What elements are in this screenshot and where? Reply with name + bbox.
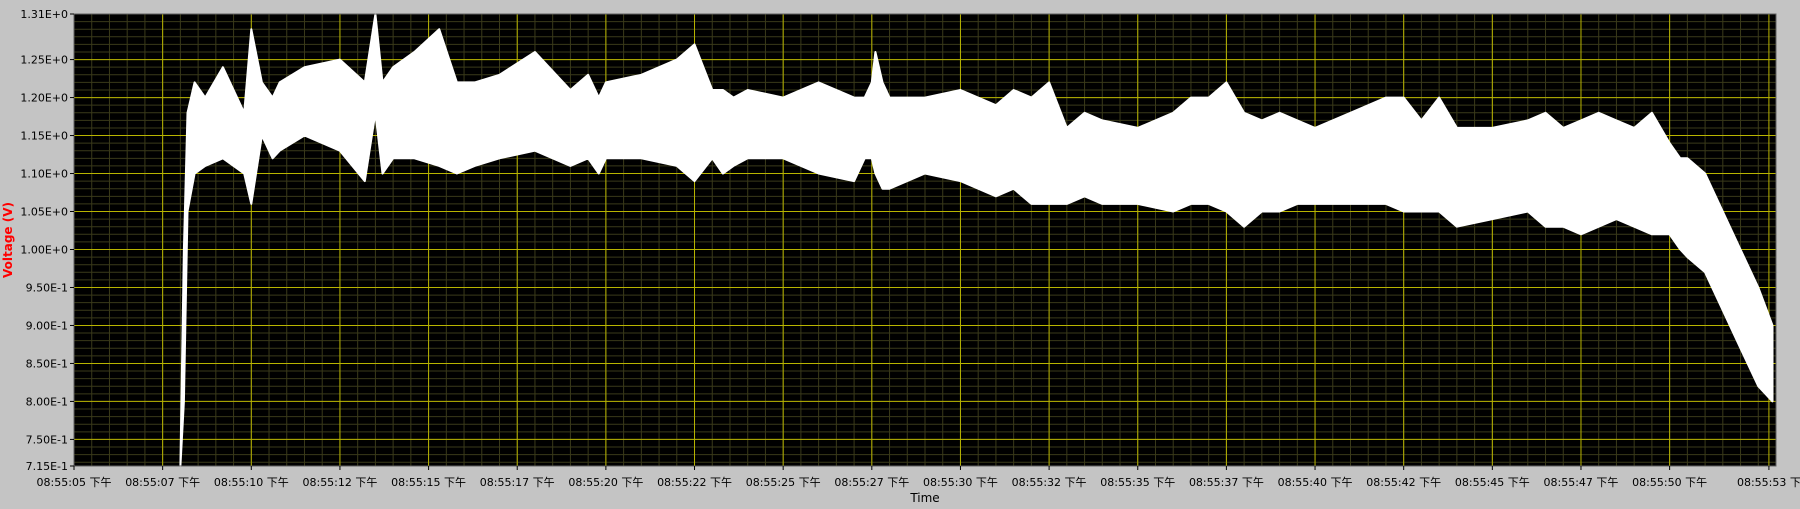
y-tick-label: 8.50E-1 (26, 357, 68, 370)
x-tick-label: 08:55:50 下午 (1632, 476, 1707, 489)
y-axis-label: Voltage (V) (1, 202, 15, 278)
plot-border (73, 13, 1777, 467)
y-tick-label: 1.05E+0 (20, 206, 68, 219)
y-tick-label: 1.00E+0 (20, 243, 68, 256)
y-tick-label: 8.00E-1 (26, 395, 68, 408)
voltage-envelope (179, 13, 1774, 467)
x-tick-label: 08:55:32 下午 (1012, 476, 1087, 489)
y-tick-label: 1.20E+0 (20, 92, 68, 105)
y-tick-label: 1.10E+0 (20, 168, 68, 181)
x-tick-label: 08:55:45 下午 (1455, 476, 1530, 489)
x-tick-label: 08:55:37 下午 (1189, 476, 1264, 489)
x-tick-label: 08:55:22 下午 (657, 476, 732, 489)
x-tick-label: 08:55:05 下午 (37, 476, 112, 489)
y-tick-label: 1.31E+0 (20, 8, 68, 21)
y-tick-label: 1.15E+0 (20, 130, 68, 143)
y-axis-ticks: 1.31E+0 1.25E+0 1.20E+0 1.15E+0 1.10E+0 1.05E… (20, 8, 74, 473)
x-tick-label: 08:55:07 下午 (125, 476, 200, 489)
x-tick-label: 08:55:17 下午 (480, 476, 555, 489)
x-tick-label: 08:55:30 下午 (923, 476, 998, 489)
y-tick-label: 9.50E-1 (26, 281, 68, 294)
x-tick-label: 08:55:40 下午 (1278, 476, 1353, 489)
x-axis-label: Time (909, 491, 939, 504)
x-tick-label: 08:55:12 下午 (302, 476, 377, 489)
y-tick-label: 7.50E-1 (26, 433, 68, 446)
x-tick-label: 08:55:47 下午 (1544, 476, 1619, 489)
x-tick-label: 08:55:20 下午 (568, 476, 643, 489)
x-tick-label: 08:55:27 下午 (834, 476, 909, 489)
voltage-trace (179, 13, 1774, 467)
x-tick-label: 08:55:25 下午 (746, 476, 821, 489)
x-tick-label: 08:55:35 下午 (1100, 476, 1175, 489)
x-tick-label: 08:55:53 下 (1737, 476, 1800, 489)
x-tick-label: 08:55:10 下午 (214, 476, 289, 489)
x-tick-label: 08:55:15 下午 (391, 476, 466, 489)
y-tick-label: 7.15E-1 (26, 460, 68, 473)
y-tick-label: 1.25E+0 (20, 54, 68, 67)
x-tick-label: 08:55:42 下午 (1366, 476, 1441, 489)
x-axis-ticks: 08:55:05 下午 08:55:07 下午 08:55:10 下午 08:55:1… (37, 466, 1800, 489)
y-tick-label: 9.00E-1 (26, 319, 68, 332)
